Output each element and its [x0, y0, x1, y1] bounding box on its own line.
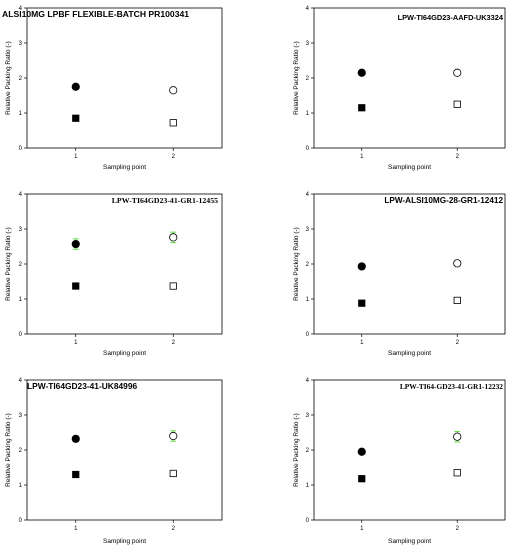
chart-panel-2: 0 1 2 3 4 1 2 Sampling point Relative Packing Ra… [293, 6, 506, 171]
y-tick-label: 1 [19, 297, 23, 303]
filled-circle-point [357, 262, 366, 271]
x-tick-label: 2 [172, 154, 176, 160]
y-axis-label: Relative Packing Ratio (-) [293, 227, 300, 301]
y-tick-label: 1 [306, 483, 310, 489]
y-tick-label: 1 [306, 111, 310, 117]
chart-title: LPW-ALSI10MG-28-GR1-12412 [384, 196, 503, 205]
filled-square-point [358, 475, 366, 483]
y-axis-label: Relative Packing Ratio (-) [293, 41, 300, 115]
open-square-point [169, 469, 177, 478]
x-tick-label: 2 [456, 154, 460, 160]
y-tick-label: 1 [306, 297, 310, 303]
plot-frame [26, 379, 223, 521]
x-axis-label: Sampling point [103, 350, 146, 357]
open-circle-point [169, 233, 178, 242]
chart-title: ALSI10MG LPBF FLEXIBLE-BATCH PR100341 [2, 9, 189, 19]
filled-square-point [358, 104, 366, 112]
plot-frame [313, 7, 506, 149]
y-tick-label: 4 [306, 6, 310, 12]
y-axis-label: Relative Packing Ratio (-) [293, 413, 300, 487]
y-tick-label: 3 [19, 41, 23, 47]
y-tick-label: 4 [19, 6, 23, 12]
x-tick-label: 2 [172, 340, 176, 346]
filled-circle-point [71, 82, 80, 91]
open-circle-point [169, 431, 178, 441]
y-tick-label: 2 [19, 448, 23, 454]
x-tick-label: 2 [456, 526, 460, 532]
open-circle-point [169, 86, 178, 95]
filled-square-point [72, 114, 80, 122]
y-tick-label: 3 [306, 41, 310, 47]
chart-panel-1: 0 1 2 3 4 1 2 Sampling point Relative Packing Ra… [2, 6, 223, 171]
plot-frame [26, 193, 223, 335]
open-square-point [453, 100, 461, 108]
x-tick-label: 2 [456, 340, 460, 346]
y-tick-label: 4 [19, 378, 23, 384]
x-axis-label: Sampling point [388, 538, 431, 545]
y-tick-label: 1 [19, 111, 23, 117]
filled-circle-point [71, 434, 80, 443]
x-axis-label: Sampling point [103, 538, 146, 545]
x-axis-label: Sampling point [103, 164, 146, 171]
y-tick-label: 1 [19, 483, 23, 489]
chart-title: LPW-TI64GD23-41-UK84996 [27, 381, 137, 391]
open-square-point [169, 282, 177, 290]
y-axis-label: Relative Packing Ratio (-) [5, 227, 12, 301]
y-tick-label: 0 [19, 518, 23, 524]
x-tick-label: 1 [360, 526, 364, 532]
y-tick-label: 3 [306, 413, 310, 419]
plot-frame [26, 7, 223, 149]
x-tick-label: 1 [74, 526, 78, 532]
filled-circle-point [357, 447, 366, 456]
y-tick-label: 4 [306, 192, 310, 198]
x-axis-label: Sampling point [388, 350, 431, 357]
open-circle-point [453, 259, 462, 268]
chart-panel-4: 0 1 2 3 4 1 2 Sampling point Relative Packing Ra… [293, 192, 506, 357]
y-tick-label: 0 [306, 332, 310, 338]
y-tick-label: 0 [306, 518, 310, 524]
plot-frame [313, 193, 506, 335]
filled-square-point [72, 470, 80, 479]
y-tick-label: 2 [19, 76, 23, 82]
open-square-point [169, 119, 177, 127]
chart-panel-3: 0 1 2 3 4 1 2 Sampling point Relative Packing Ra… [5, 192, 223, 357]
y-axis-label: Relative Packing Ratio (-) [5, 413, 12, 487]
x-tick-label: 1 [74, 340, 78, 346]
x-tick-label: 1 [360, 154, 364, 160]
y-tick-label: 4 [19, 192, 23, 198]
y-tick-label: 0 [19, 332, 23, 338]
y-tick-label: 0 [306, 146, 310, 152]
plot-frame [313, 379, 506, 521]
y-tick-label: 4 [306, 378, 310, 384]
y-tick-label: 0 [19, 146, 23, 152]
filled-square-point [358, 299, 366, 307]
chart-panel-6: 0 1 2 3 4 1 2 Sampling point Relative Packing Ra… [293, 378, 506, 545]
chart-panel-5: 0 1 2 3 4 1 2 Sampling point Relative Packing Ra… [5, 378, 223, 545]
y-tick-label: 2 [19, 262, 23, 268]
filled-circle-point [71, 239, 80, 249]
x-axis-label: Sampling point [388, 164, 431, 171]
open-square-point [453, 296, 461, 305]
chart-title: LPW-TI64-GD23-41-GR1-12232 [400, 382, 503, 391]
y-tick-label: 3 [306, 227, 310, 233]
x-tick-label: 1 [360, 340, 364, 346]
y-tick-label: 2 [306, 448, 310, 454]
open-circle-point [453, 68, 462, 77]
chart-title: LPW-TI64GD23-41-GR1-12455 [112, 196, 218, 205]
y-axis-label: Relative Packing Ratio (-) [5, 41, 12, 115]
y-tick-label: 2 [306, 262, 310, 268]
x-tick-label: 2 [172, 526, 176, 532]
x-tick-label: 1 [74, 154, 78, 160]
filled-square-point [72, 282, 80, 290]
y-tick-label: 3 [19, 413, 23, 419]
y-tick-label: 3 [19, 227, 23, 233]
open-square-point [453, 469, 461, 477]
filled-circle-point [357, 68, 366, 77]
chart-title: LPW-TI64GD23-AAFD-UK3324 [398, 13, 504, 22]
open-circle-point [453, 432, 462, 441]
y-tick-label: 2 [306, 76, 310, 82]
